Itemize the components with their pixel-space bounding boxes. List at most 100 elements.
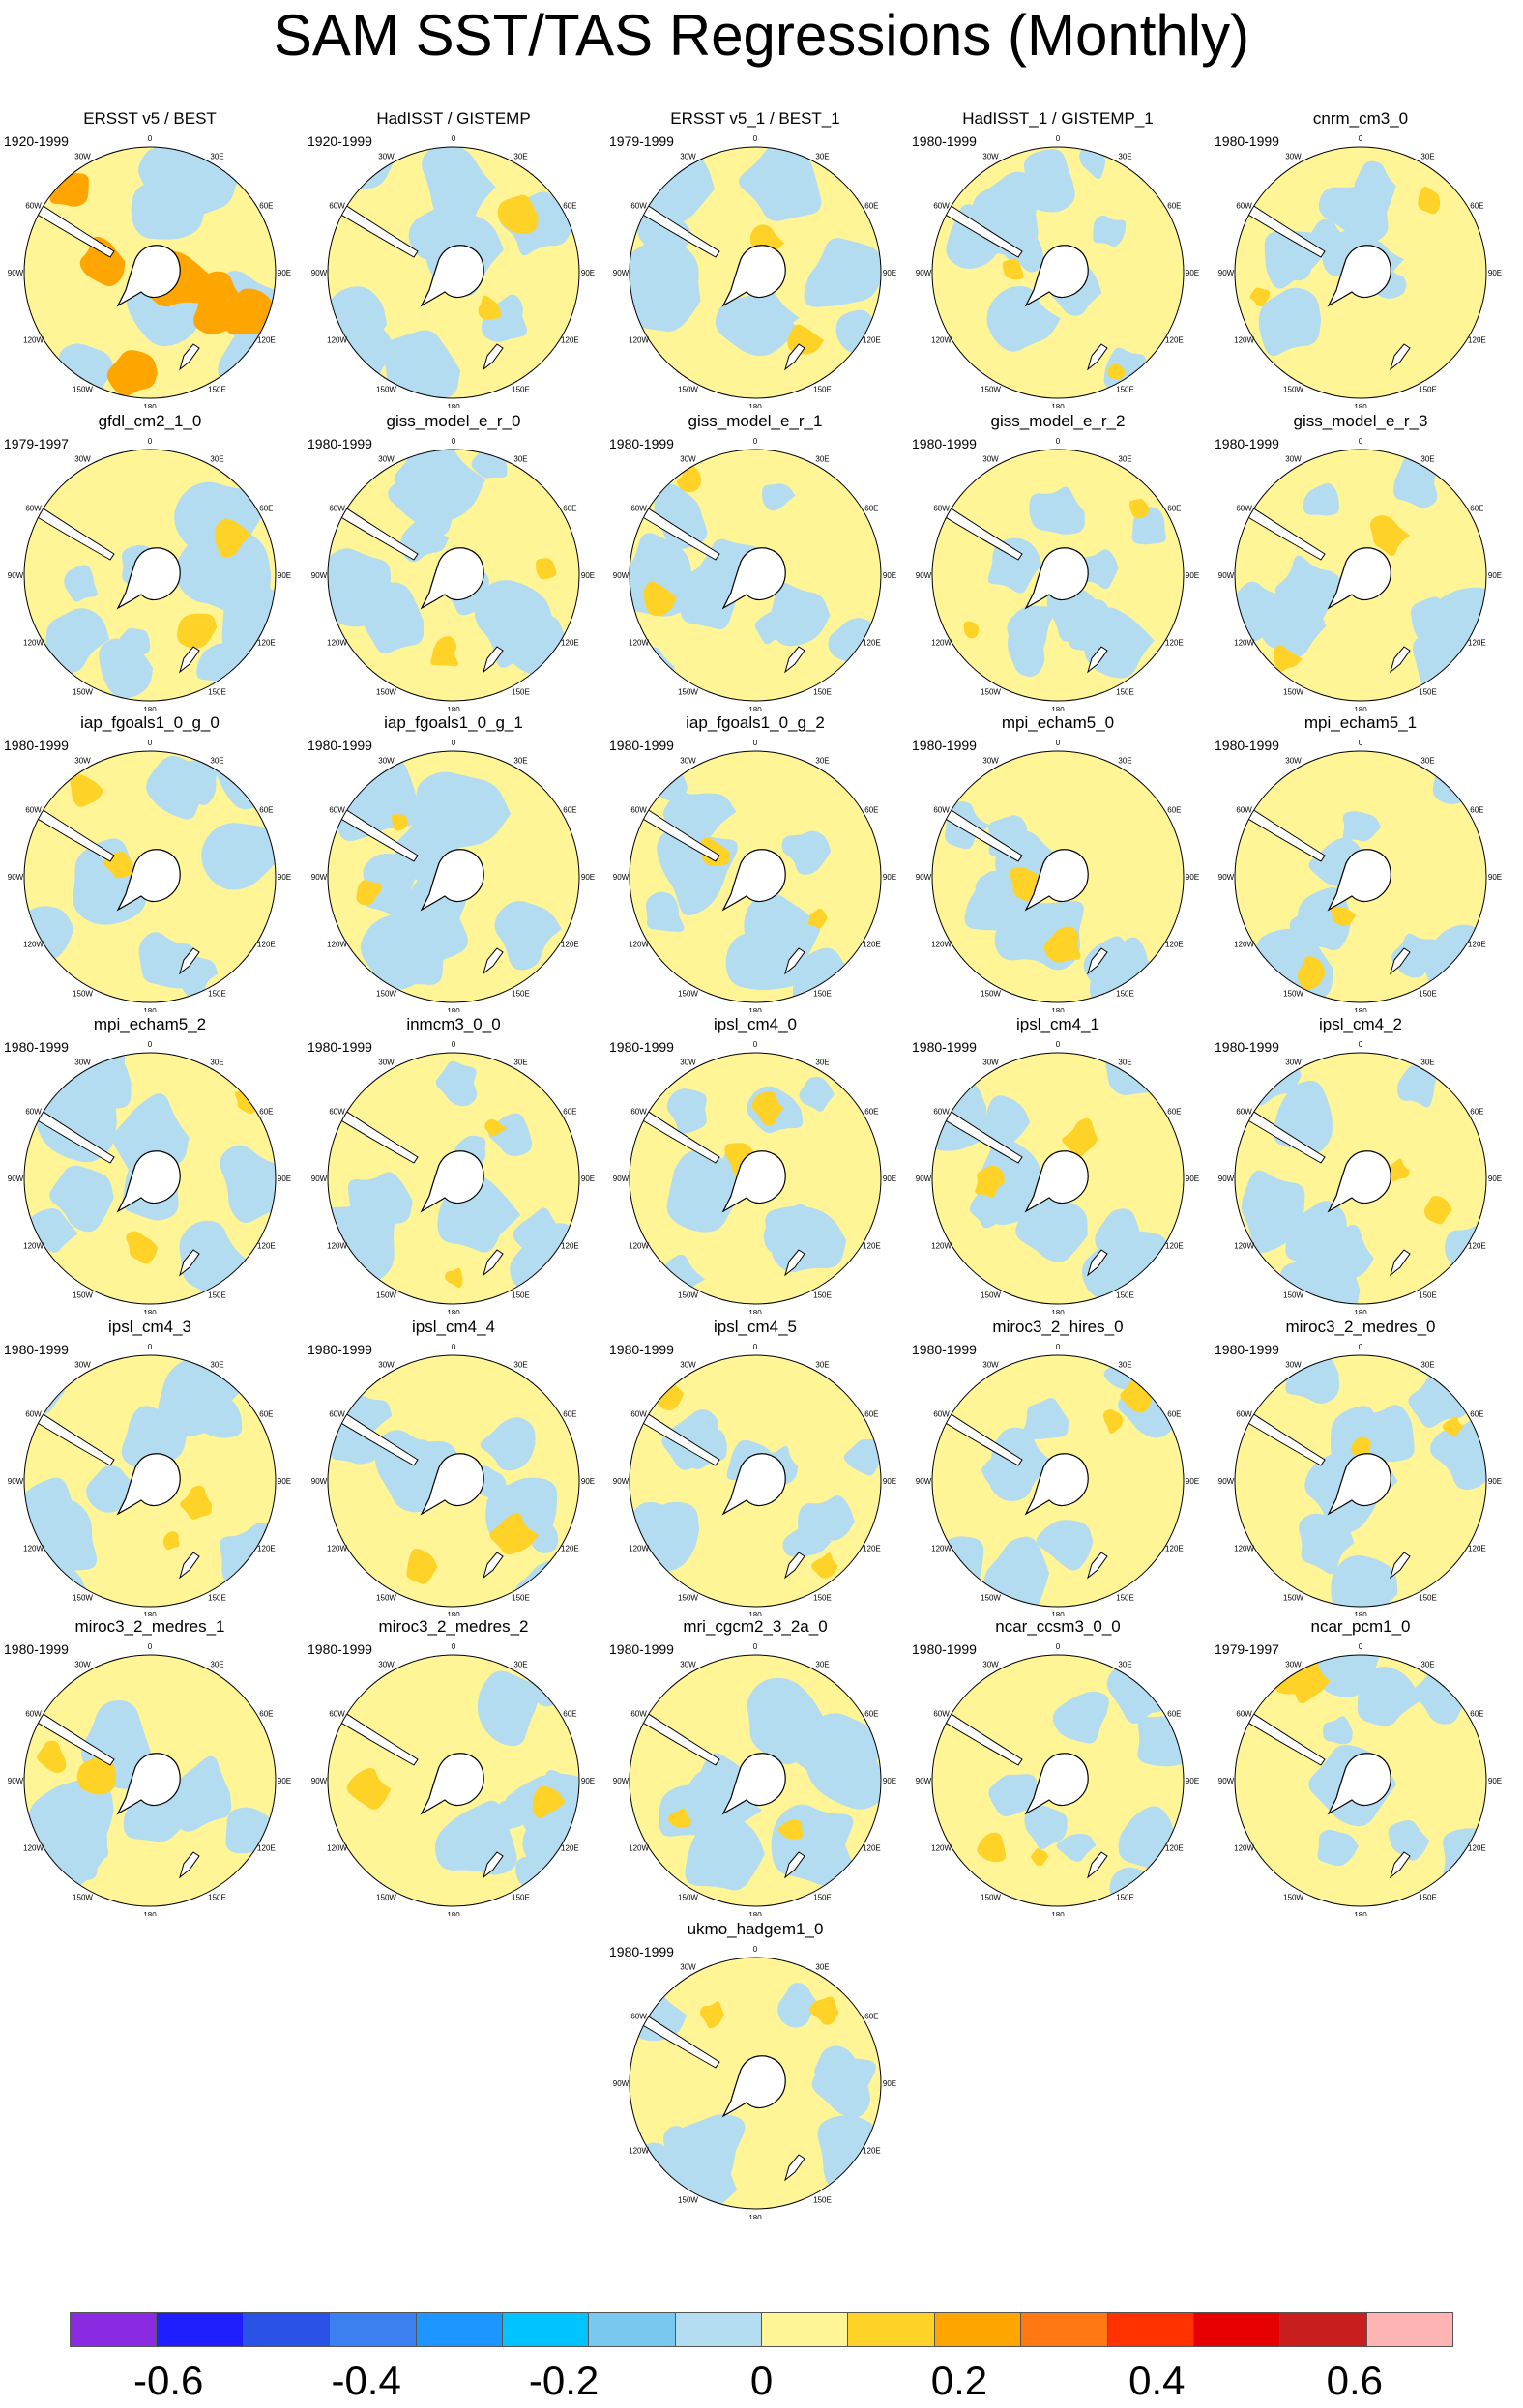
- longitude-label: 60E: [864, 806, 878, 815]
- antarctica-coastline: [1327, 849, 1391, 912]
- longitude-label: 30E: [513, 153, 527, 161]
- strong-positive-anomaly-region: [356, 880, 382, 906]
- map-border: [629, 750, 882, 1003]
- longitude-label: 30W: [982, 1361, 999, 1370]
- strong-positive-anomaly-region: [215, 518, 251, 558]
- panel-title: cnrm_cm3_0: [1312, 109, 1409, 128]
- longitude-label: 120E: [561, 1242, 579, 1251]
- map-border: [23, 449, 277, 702]
- south-america-coastline: [932, 495, 1023, 561]
- polar-map: 0 30E 60E 90E 120E 150E 180 150W 120W 90W 60W 30W: [8, 1040, 291, 1314]
- negative-anomaly-region: [782, 1523, 832, 1557]
- longitude-label: 90W: [8, 1477, 24, 1486]
- polar-map: 0 30E 60E 90E 120E 150E 180 150W 120W 90W 60W 30W: [8, 1343, 291, 1616]
- longitude-label: 0: [452, 437, 456, 446]
- longitude-label: 60E: [563, 505, 576, 513]
- map-panel: 0 30E 60E 90E 120E 150E 180 150W 120W 90W 60W 30W ER…: [0, 108, 300, 413]
- strong-positive-anomaly-region: [126, 1231, 159, 1264]
- new-zealand-coastline: [1087, 1851, 1108, 1879]
- longitude-label: 180: [143, 1611, 157, 1616]
- longitude-label: 150W: [376, 1291, 396, 1299]
- longitude-label: 180: [748, 1309, 762, 1314]
- negative-anomaly-region: [763, 1204, 828, 1261]
- longitude-label: 30E: [1118, 455, 1131, 464]
- longitude-label: 30E: [1420, 1059, 1434, 1067]
- negative-anomaly-region: [221, 587, 276, 664]
- negative-anomaly-region: [739, 147, 822, 221]
- negative-anomaly-region: [1103, 1053, 1157, 1095]
- colorbar-swatch: [502, 2313, 590, 2346]
- negative-anomaly-region: [804, 238, 881, 307]
- map-border: [1234, 1052, 1487, 1305]
- negative-anomaly-region: [529, 1523, 559, 1553]
- negative-anomaly-region: [1024, 1805, 1068, 1850]
- negative-anomaly-region: [1289, 911, 1321, 948]
- map-border: [23, 1052, 277, 1305]
- longitude-label: 60W: [630, 2013, 647, 2021]
- negative-anomaly-region: [1109, 1867, 1156, 1906]
- antarctica-coastline: [721, 2055, 786, 2118]
- longitude-label: 150E: [1419, 989, 1437, 998]
- longitude-label: 30W: [680, 1361, 696, 1370]
- map-border: [931, 1654, 1185, 1907]
- new-zealand-coastline: [784, 1552, 805, 1580]
- longitude-label: 90E: [581, 1175, 595, 1183]
- panel-period: 1980-1999: [308, 436, 372, 451]
- longitude-label: 150W: [1283, 1593, 1303, 1602]
- negative-anomaly-region: [1095, 1208, 1142, 1260]
- polar-map: 0 30E 60E 90E 120E 150E 180 150W 120W 90W 60W 30W: [311, 1040, 595, 1314]
- colorbar-swatch: [762, 2313, 849, 2346]
- map-border: [23, 1354, 277, 1608]
- negative-anomaly-region: [169, 1755, 232, 1832]
- longitude-label: 90E: [278, 1175, 291, 1183]
- panel-title: inmcm3_0_0: [406, 1015, 501, 1033]
- antarctica-coastline: [1024, 849, 1089, 912]
- negative-anomaly-region: [360, 903, 457, 990]
- south-america-coastline: [24, 495, 115, 561]
- negative-anomaly-region: [146, 755, 207, 820]
- strong-positive-anomaly-region: [699, 2001, 725, 2029]
- negative-anomaly-region: [1298, 1513, 1355, 1575]
- longitude-label: 30E: [1420, 1361, 1434, 1370]
- panel-period: 1980-1999: [308, 1641, 372, 1657]
- longitude-label: 90E: [1186, 269, 1199, 277]
- negative-anomaly-region: [1432, 751, 1486, 804]
- polar-map: 0 30E 60E 90E 120E 150E 180 150W 120W 90W 60W 30W: [613, 1945, 896, 2219]
- longitude-label: 60E: [563, 1410, 576, 1419]
- negative-anomaly-region: [1303, 482, 1339, 516]
- map-panel: 0 30E 60E 90E 120E 150E 180 150W 120W 90W 60W 30W gi…: [1211, 411, 1510, 715]
- negative-anomaly-region: [1439, 1271, 1470, 1304]
- longitude-label: 30E: [210, 1661, 223, 1669]
- longitude-label: 120E: [1468, 1545, 1486, 1553]
- south-america-coastline: [24, 192, 115, 258]
- colorbar-label: -0.6: [133, 2358, 204, 2403]
- longitude-label: 60W: [630, 505, 647, 513]
- panel-period: 1980-1999: [912, 1641, 977, 1657]
- longitude-label: 60W: [630, 202, 647, 211]
- longitude-label: 0: [1359, 437, 1363, 446]
- longitude-label: 180: [1051, 1007, 1065, 1012]
- longitude-label: 120E: [863, 1242, 881, 1251]
- map-panel: 0 30E 60E 90E 120E 150E 180 150W 120W 90W 60W 30W mi…: [304, 1616, 603, 1921]
- strong-positive-anomaly-region: [1442, 1416, 1464, 1437]
- longitude-label: 150W: [73, 1893, 93, 1901]
- antarctica-coastline: [721, 547, 786, 610]
- colorbar-swatch: [1107, 2313, 1194, 2346]
- panel-period: 1980-1999: [1215, 738, 1279, 753]
- longitude-label: 30W: [378, 757, 395, 766]
- longitude-label: 30E: [1420, 455, 1434, 464]
- longitude-label: 90W: [311, 1777, 328, 1785]
- colorbar-swatch: [416, 2313, 503, 2346]
- map-border: [931, 750, 1185, 1003]
- longitude-label: 30E: [815, 455, 829, 464]
- strong-positive-anomaly-region: [1107, 363, 1126, 380]
- longitude-label: 0: [753, 134, 758, 143]
- longitude-label: 180: [1354, 1309, 1367, 1314]
- strong-positive-anomaly-region: [497, 194, 539, 235]
- panel-period: 1980-1999: [609, 1641, 674, 1657]
- longitude-label: 120E: [257, 941, 276, 949]
- negative-anomaly-region: [45, 608, 110, 674]
- new-zealand-coastline: [179, 343, 200, 371]
- longitude-label: 0: [148, 437, 153, 446]
- longitude-label: 180: [447, 706, 460, 711]
